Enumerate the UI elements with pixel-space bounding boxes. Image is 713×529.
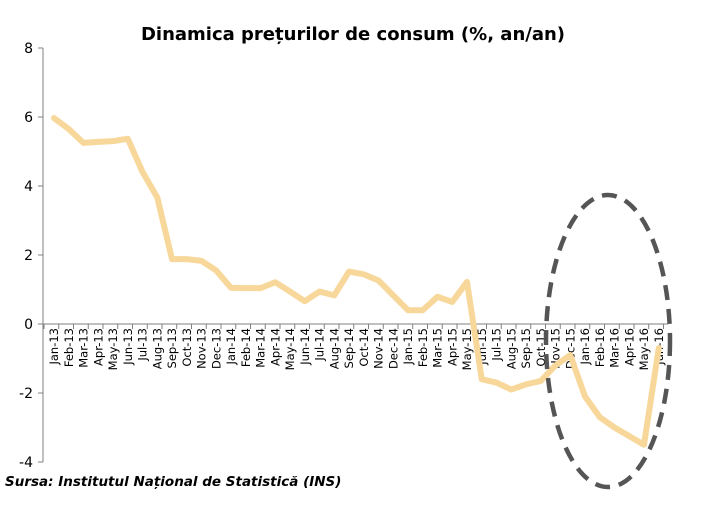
data-point [464, 279, 470, 285]
y-tick-label: -4 [19, 455, 33, 471]
x-tick-label: Nov-15 [549, 328, 563, 369]
data-point [258, 285, 264, 291]
data-point [243, 285, 249, 291]
y-tick-label: -2 [19, 386, 33, 402]
data-point [302, 298, 308, 304]
x-tick-label: Mar-14 [254, 328, 268, 368]
x-tick-label: May-13 [106, 328, 120, 370]
data-point [567, 352, 573, 358]
data-point [449, 299, 455, 305]
x-tick-label: Jul-13 [136, 328, 150, 362]
x-tick-label: May-16 [637, 328, 651, 370]
data-point [582, 393, 588, 399]
y-tick-label: 2 [24, 248, 33, 264]
data-point [376, 278, 382, 284]
x-tick-label: Jan-15 [401, 328, 415, 366]
x-tick-label: Apr-14 [268, 328, 282, 366]
x-tick-label: Sep-15 [519, 328, 533, 368]
data-point [641, 442, 647, 448]
data-point [95, 139, 101, 145]
x-tick-label: Jul-14 [313, 328, 327, 362]
data-point [346, 269, 352, 275]
x-tick-label: Jan-13 [47, 328, 61, 366]
x-tick-label: Jul-15 [490, 328, 504, 362]
data-point [287, 289, 293, 295]
x-tick-label: Apr-15 [445, 328, 459, 366]
x-tick-label: Jan-16 [578, 328, 592, 366]
data-point [597, 414, 603, 420]
y-tick-label: 4 [24, 179, 33, 195]
data-point [213, 268, 219, 274]
data-point [140, 169, 146, 175]
x-tick-label: Oct-13 [180, 328, 194, 367]
x-tick-label: Apr-13 [91, 328, 105, 366]
x-tick-label: Dec-13 [209, 328, 223, 369]
data-point [184, 256, 190, 262]
x-tick-label: Sep-13 [165, 328, 179, 368]
data-point [199, 258, 205, 264]
data-point [538, 378, 544, 384]
data-point [523, 381, 529, 387]
data-point [405, 307, 411, 313]
data-point [51, 115, 57, 121]
x-tick-label: Feb-14 [239, 328, 253, 367]
data-point [420, 307, 426, 313]
x-tick-label: Nov-13 [195, 328, 209, 369]
data-point [494, 380, 500, 386]
y-tick-group: -4 -2 0 2 4 6 8 [19, 41, 43, 471]
x-tick-label: May-14 [283, 328, 297, 370]
x-tick-label: Apr-16 [622, 328, 636, 366]
x-tick-label: Oct-14 [357, 328, 371, 367]
data-point [169, 256, 175, 262]
data-point [479, 376, 485, 382]
data-point [272, 279, 278, 285]
y-tick-label: 0 [24, 317, 33, 333]
source-note: Sursa: Institutul Național de Statistică… [5, 474, 341, 490]
data-point [154, 194, 160, 200]
x-tick-label: Jun-14 [298, 328, 312, 366]
x-tick-label: Aug-13 [150, 328, 164, 369]
x-tick-group: Jan-13 Feb-13 Mar-13 Apr-13 May-13 Jun-13 Jul-… [43, 324, 666, 370]
x-tick-label: Feb-16 [593, 328, 607, 367]
data-point [125, 136, 131, 142]
x-tick-label: Dec-14 [386, 328, 400, 369]
x-tick-label: Aug-15 [504, 328, 518, 369]
chart-title: Dinamica prețurilor de consum (%, an/an) [141, 24, 565, 45]
data-point [331, 292, 337, 298]
series-line-cpi [51, 115, 662, 448]
data-point [508, 387, 514, 393]
data-point [110, 138, 116, 144]
data-point [228, 285, 234, 291]
data-point [81, 140, 87, 146]
x-tick-label: Feb-15 [416, 328, 430, 367]
data-point [435, 294, 441, 300]
x-tick-label: May-15 [460, 328, 474, 370]
y-tick-label: 6 [24, 110, 33, 126]
plot-area: -4 -2 0 2 4 6 8 Jan-13 Feb-13 Mar-13 Apr-13 May-13… [19, 41, 673, 490]
data-point [626, 433, 632, 439]
data-point [361, 271, 367, 277]
y-tick-label: 8 [24, 41, 33, 57]
x-tick-label: Mar-15 [431, 328, 445, 368]
data-point [553, 362, 559, 368]
data-point [612, 425, 618, 431]
data-point [656, 345, 662, 351]
x-tick-label: Jun-13 [121, 328, 135, 366]
data-point [66, 126, 72, 132]
x-tick-label: Mar-16 [608, 328, 622, 368]
highlight-dashed-ellipse [543, 192, 673, 490]
x-tick-label: Feb-13 [62, 328, 76, 367]
x-tick-label: Nov-14 [372, 328, 386, 369]
data-point [317, 289, 323, 295]
x-tick-label: Mar-13 [77, 328, 91, 368]
x-tick-label: Aug-14 [327, 328, 341, 369]
x-tick-label: Sep-14 [342, 328, 356, 368]
x-tick-label: Jan-14 [224, 328, 238, 366]
data-point [390, 292, 396, 298]
